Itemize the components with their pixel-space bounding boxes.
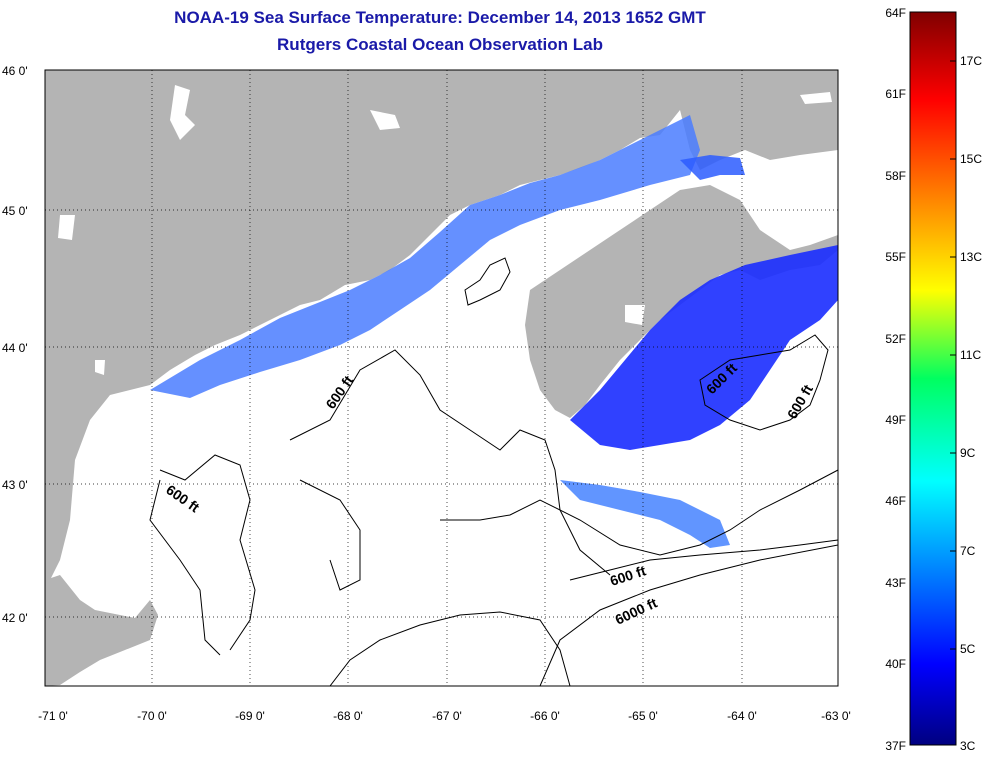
sst-coastal-band — [150, 115, 700, 398]
colorbar-f-label: 58F — [885, 169, 906, 183]
map-title: NOAA-19 Sea Surface Temperature: Decembe… — [174, 8, 706, 27]
colorbar-f-label: 43F — [885, 576, 906, 590]
colorbar-c-label: 13C — [960, 250, 982, 264]
colorbar-c-label: 9C — [960, 446, 976, 460]
lat-tick-label: 45 0' — [2, 204, 28, 218]
colorbar-c-label: 17C — [960, 54, 982, 68]
lon-tick-label: -67 0' — [432, 709, 462, 723]
colorbar-celsius-labels: 17C 15C 13C 11C 9C 7C 5C 3C — [960, 54, 982, 753]
map-subtitle: Rutgers Coastal Ocean Observation Lab — [277, 35, 603, 54]
isobath-contours — [149, 257, 838, 686]
colorbar-f-label: 55F — [885, 250, 906, 264]
colorbar-c-label: 11C — [960, 348, 981, 362]
lat-tick-label: 42 0' — [2, 611, 28, 625]
sst-bay-of-fundy — [680, 155, 745, 180]
colorbar-c-label: 3C — [960, 739, 976, 753]
colorbar-f-label: 37F — [885, 739, 906, 753]
lon-tick-label: -68 0' — [333, 709, 363, 723]
lon-tick-label: -64 0' — [727, 709, 757, 723]
lat-tick-label: 43 0' — [2, 478, 28, 492]
latitude-axis: 46 0' 45 0' 44 0' 43 0' 42 0' — [2, 64, 28, 625]
colorbar-fahrenheit-labels: 64F 61F 58F 55F 52F 49F 46F 43F 40F 37F — [885, 6, 906, 753]
colorbar-ticks — [950, 60, 956, 650]
lon-tick-label: -71 0' — [38, 709, 68, 723]
temperature-colorbar — [909, 11, 957, 746]
land-mainland — [45, 70, 838, 590]
lon-tick-label: -70 0' — [137, 709, 167, 723]
colorbar-f-label: 46F — [885, 494, 906, 508]
colorbar-c-label: 7C — [960, 544, 976, 558]
sst-offshore-patch — [560, 480, 730, 548]
lon-tick-label: -66 0' — [530, 709, 560, 723]
colorbar-f-label: 64F — [885, 6, 906, 20]
colorbar-f-label: 52F — [885, 332, 906, 346]
colorbar-c-label: 5C — [960, 642, 976, 656]
colorbar-f-label: 61F — [885, 87, 906, 101]
lon-tick-label: -63 0' — [821, 709, 851, 723]
map-grid — [45, 70, 838, 686]
longitude-axis: -71 0' -70 0' -69 0' -68 0' -67 0' -66 0… — [38, 709, 851, 723]
colorbar-f-label: 40F — [885, 657, 906, 671]
lat-tick-label: 46 0' — [2, 64, 28, 78]
colorbar-f-label: 49F — [885, 413, 906, 427]
colorbar-c-label: 15C — [960, 152, 982, 166]
land-cape-cod — [45, 575, 158, 686]
sst-scotian-shelf — [570, 245, 838, 450]
lon-tick-label: -65 0' — [628, 709, 658, 723]
lon-tick-label: -69 0' — [235, 709, 265, 723]
map-frame — [44, 69, 839, 687]
lat-tick-label: 44 0' — [2, 341, 28, 355]
